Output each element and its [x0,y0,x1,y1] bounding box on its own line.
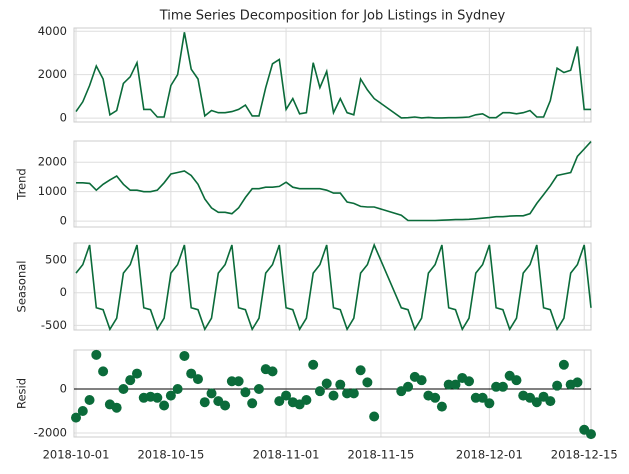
y-tick-label: 1000 [38,184,67,198]
line [76,141,592,222]
point [186,368,197,379]
y-axis-label: Resid [15,378,29,409]
point [192,374,203,385]
point [430,392,441,403]
y-tick-label: 4000 [38,24,67,38]
point [247,398,258,409]
point [172,383,183,394]
plot-frame [73,242,592,331]
point [484,398,495,409]
point [152,392,163,403]
point [91,349,102,360]
point [131,368,142,379]
point [281,390,292,401]
x-tick-label: 2018-11-01 [253,448,320,462]
plot-frame [73,27,592,123]
point [199,397,210,408]
x-tick-label: 2018-12-01 [456,448,523,462]
y-tick-label: 2000 [38,67,67,81]
plot-frame [73,349,592,438]
point [98,366,109,377]
y-tick-label: 0 [60,381,67,395]
point [436,401,447,412]
point [558,359,569,370]
point [545,396,556,407]
x-tick-label: 2018-10-01 [43,448,110,462]
point [348,388,359,399]
point [369,411,380,422]
line [75,242,592,332]
point [206,388,217,399]
line [75,32,591,119]
point [165,390,176,401]
point [328,390,339,401]
chart-title: Time Series Decomposition for Job Listin… [159,9,506,24]
point [477,392,488,403]
y-tick-label: -2000 [34,426,67,440]
point [301,394,312,405]
point [511,375,522,386]
y-tick-label: 0 [60,285,67,299]
plot-frame [73,140,592,228]
point [586,429,596,440]
point [314,386,325,397]
x-tick-label: 2018-11-15 [348,448,415,462]
y-tick-label: 0 [60,111,67,125]
point [552,380,563,391]
x-tick-label: 2018-10-15 [137,448,204,462]
point [450,379,461,390]
point [267,366,278,377]
point [464,376,475,387]
point [321,378,332,389]
point [84,394,95,405]
point [274,396,285,407]
point [572,377,583,388]
point [220,400,231,411]
point [362,377,373,388]
point [118,383,129,394]
point [497,381,508,392]
point [531,397,542,408]
y-tick-label: 500 [45,253,67,267]
point [416,375,427,386]
point [233,376,244,387]
point [335,379,346,390]
point [253,383,264,394]
y-tick-label: 0 [60,214,67,228]
point [111,402,122,413]
point [159,400,170,411]
point [308,359,319,370]
y-axis-label: Seasonal [15,261,29,313]
y-tick-label: 2000 [38,155,67,169]
point [240,387,251,398]
point [355,365,366,376]
point [71,412,81,423]
point [125,375,136,386]
y-axis-label: Trend [15,168,29,200]
point [179,350,190,361]
point [77,406,88,417]
y-tick-label: -500 [41,318,67,332]
point [403,381,414,392]
x-tick-label: 2018-12-15 [551,448,618,462]
